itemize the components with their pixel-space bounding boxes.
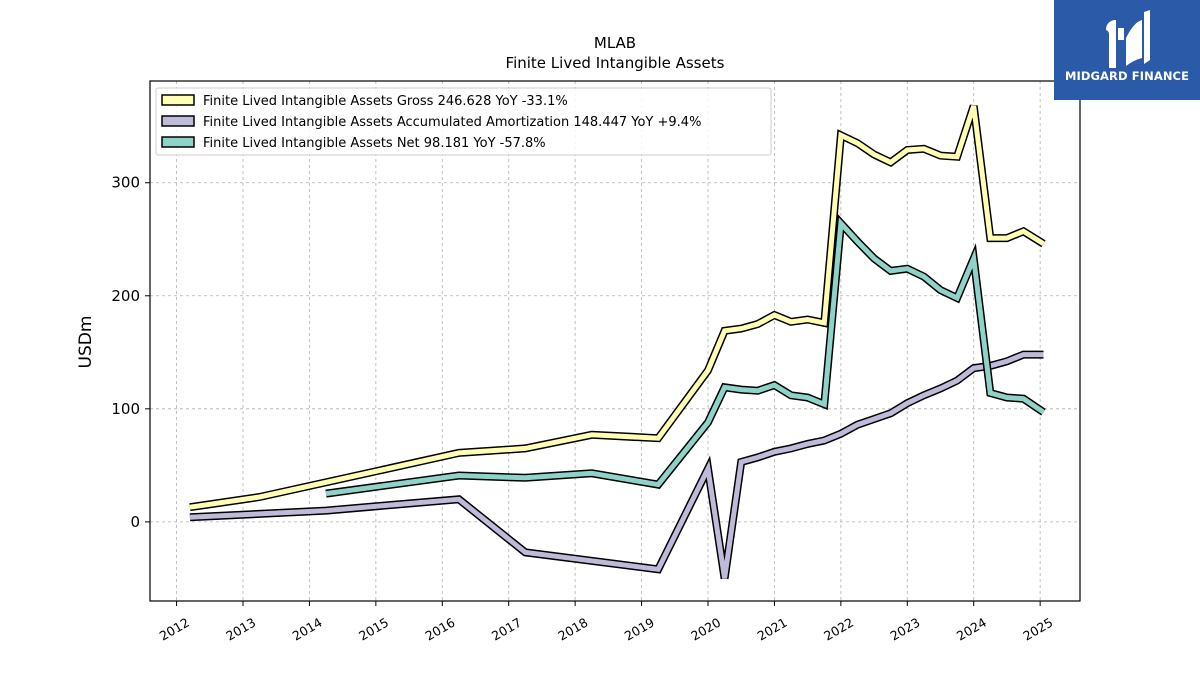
logo-text: MIDGARD FINANCE xyxy=(1064,69,1190,83)
y-tick-label: 100 xyxy=(111,400,140,418)
legend-swatch xyxy=(161,115,195,127)
y-tick-label: 0 xyxy=(130,513,140,531)
chart-subtitle: Finite Lived Intangible Assets xyxy=(506,54,725,72)
midgard-logo-icon xyxy=(1106,10,1150,68)
y-axis-label: USDm xyxy=(76,316,96,369)
legend: Finite Lived Intangible Assets Gross 246… xyxy=(155,87,772,156)
legend-label: Finite Lived Intangible Assets Net 98.18… xyxy=(203,136,546,151)
midgard-finance-logo: MIDGARD FINANCE xyxy=(1054,0,1200,100)
legend-box xyxy=(155,87,772,156)
chart-title: MLAB xyxy=(594,34,636,52)
legend-swatch xyxy=(161,136,195,148)
series-line-2 xyxy=(189,352,1044,579)
series-line-3 xyxy=(325,217,1045,497)
plot-frame xyxy=(149,80,1081,602)
grid xyxy=(150,81,1080,601)
series-line-1 xyxy=(189,105,1045,510)
legend-label: Finite Lived Intangible Assets Gross 246… xyxy=(203,94,568,109)
y-tick-label: 300 xyxy=(111,174,140,192)
y-tick-label: 200 xyxy=(111,287,140,305)
legend-swatch xyxy=(161,94,195,106)
legend-label: Finite Lived Intangible Assets Accumulat… xyxy=(203,115,701,130)
series-lines xyxy=(189,104,1046,579)
